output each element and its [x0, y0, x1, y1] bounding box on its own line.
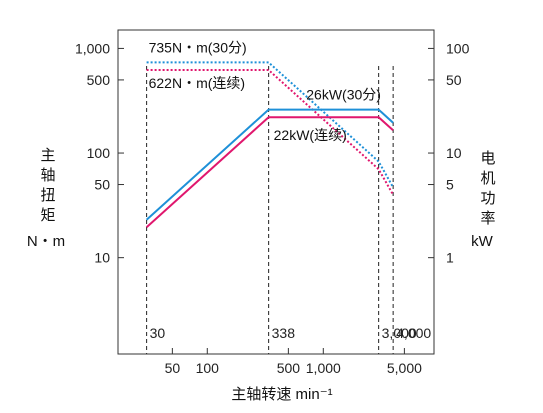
right-tick-label: 5: [446, 177, 454, 193]
x-tick-label: 5,000: [387, 360, 422, 376]
right-tick-label: 100: [446, 40, 470, 56]
left-tick-label: 1,000: [75, 40, 110, 56]
plot-frame: [117, 29, 435, 355]
left-tick-label: 50: [94, 177, 110, 193]
reference-line-label: 338: [272, 325, 296, 341]
reference-line-label: 30: [150, 325, 166, 341]
series-line: [146, 61, 394, 188]
x-tick-label: 50: [165, 360, 181, 376]
left-tick-label: 500: [87, 72, 111, 88]
left-tick-label: 100: [87, 145, 111, 161]
left-axis-title-char: 轴: [40, 167, 55, 184]
right-axis-title-char: 电: [480, 150, 495, 167]
series-line: [146, 69, 394, 196]
x-tick-label: 500: [277, 360, 301, 376]
right-axis-unit: kW: [471, 233, 494, 250]
left-axis-title-char: 矩: [40, 207, 55, 224]
series-annotation: 26kW(30分): [306, 87, 381, 103]
x-tick-label: 100: [196, 360, 220, 376]
right-tick-label: 10: [446, 145, 462, 161]
series-annotation: 22kW(连续): [274, 127, 347, 143]
left-tick-label: 10: [94, 250, 110, 266]
series-annotation: 735N・m(30分): [149, 39, 247, 55]
right-axis-title-char: 率: [480, 210, 495, 227]
right-tick-label: 50: [446, 72, 462, 88]
reference-line-label: 4,000: [396, 325, 431, 341]
series-line: [145, 116, 394, 229]
series-line: [145, 108, 394, 221]
right-tick-label: 1: [446, 250, 454, 266]
left-axis-title-char: 扭: [40, 187, 55, 204]
left-axis-unit: N・m: [27, 233, 65, 250]
right-axis-title-char: 机: [480, 170, 495, 187]
reference-line-label: 3,000: [382, 325, 417, 341]
left-axis-title-char: 主: [40, 147, 55, 164]
series-annotation: 622N・m(连续): [149, 75, 245, 91]
right-axis-title-char: 功: [480, 190, 495, 207]
x-axis-title: 主轴转速 min⁻¹: [231, 386, 332, 403]
x-tick-label: 1,000: [306, 360, 341, 376]
